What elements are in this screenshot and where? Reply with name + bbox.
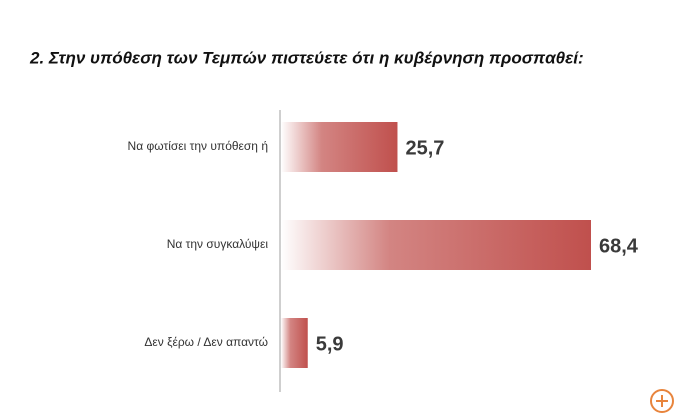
bar (281, 122, 398, 172)
category-label: Να φωτίσει την υπόθεση ή (128, 139, 268, 153)
value-label: 5,9 (316, 333, 344, 355)
bar (281, 220, 591, 270)
category-label: Δεν ξέρω / Δεν απαντώ (144, 335, 268, 349)
zoom-icon (650, 389, 674, 413)
bar (281, 318, 308, 368)
category-label: Να την συγκαλύψει (167, 237, 269, 251)
value-label: 68,4 (599, 235, 639, 257)
value-label: 25,7 (405, 137, 444, 159)
chart-title: 2. Στην υπόθεση των Τεμπών πιστεύετε ότι… (29, 48, 584, 67)
